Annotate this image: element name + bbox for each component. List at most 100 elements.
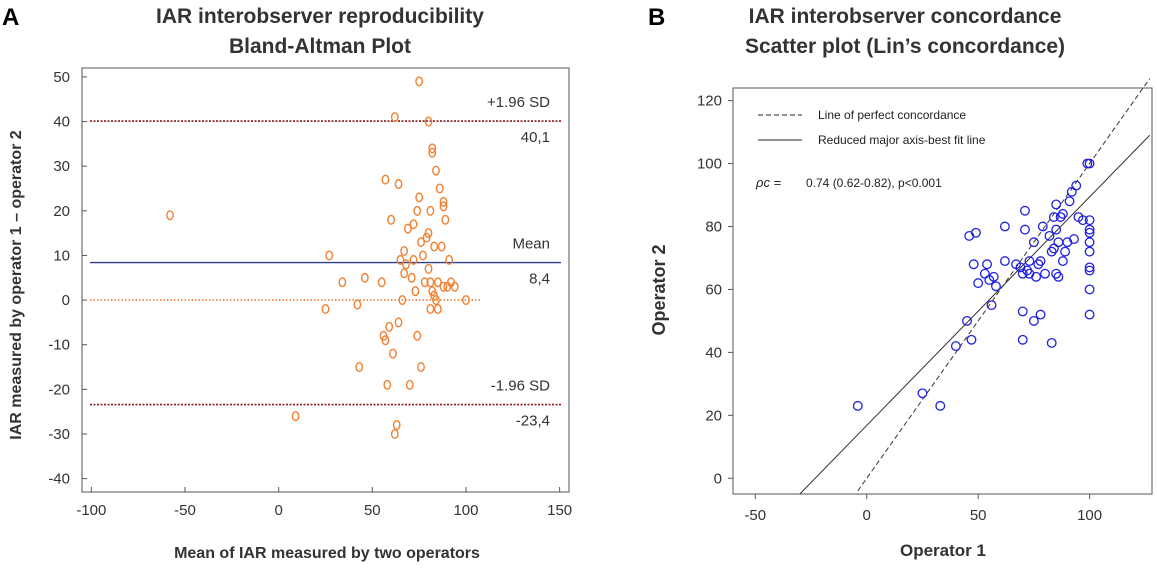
data-point <box>291 411 300 422</box>
y-tick-label: -40 <box>48 471 70 488</box>
data-point <box>433 277 442 288</box>
data-point <box>377 277 386 288</box>
data-point <box>1066 186 1077 197</box>
data-point <box>1053 271 1064 282</box>
data-point <box>396 254 405 265</box>
chart-b-subtitle: Scatter plot (Lin’s concordance) <box>744 35 1066 58</box>
x-tick-label: -50 <box>174 502 196 519</box>
data-point <box>1071 180 1082 191</box>
data-point <box>962 315 972 326</box>
data-point <box>979 268 990 279</box>
data-point <box>964 230 975 241</box>
data-point <box>1033 259 1044 270</box>
data-point <box>389 348 397 359</box>
data-point <box>450 281 459 292</box>
lower-loa-label: -1.96 SD <box>491 378 550 395</box>
y-tick-label: 50 <box>53 69 70 86</box>
y-tick-label: 10 <box>53 247 70 264</box>
data-point <box>381 174 390 185</box>
data-point <box>417 362 425 373</box>
data-point <box>1046 246 1057 257</box>
data-point <box>1084 284 1095 295</box>
data-point <box>400 245 409 256</box>
plot-b-frame <box>732 87 1153 495</box>
data-point <box>1031 271 1042 282</box>
data-point <box>1011 259 1021 270</box>
data-point <box>1073 212 1084 222</box>
data-point <box>439 281 448 292</box>
mean-label: Mean <box>512 236 550 253</box>
y-tick-label: 40 <box>53 114 70 131</box>
y-tick-label: 80 <box>705 218 722 235</box>
data-point <box>1048 243 1059 254</box>
x-tick-label: 100 <box>453 502 478 519</box>
data-point <box>1084 227 1095 238</box>
y-tick-label: 100 <box>697 156 722 173</box>
data-point <box>1046 337 1057 348</box>
data-point <box>392 420 401 431</box>
data-point <box>426 304 435 315</box>
chart-b-title: IAR interobserver concordance <box>748 5 1062 28</box>
x-tick-label: 100 <box>1077 507 1102 524</box>
data-point <box>1084 158 1095 169</box>
data-point <box>999 221 1010 232</box>
data-point <box>1024 256 1035 267</box>
data-point <box>321 304 330 315</box>
x-tick-label: -100 <box>76 502 106 519</box>
data-point <box>435 183 444 194</box>
data-point <box>1037 221 1048 232</box>
data-point <box>411 286 420 297</box>
data-point <box>439 196 448 207</box>
data-point <box>973 278 984 289</box>
data-point <box>917 388 928 399</box>
data-point <box>381 335 390 346</box>
data-point <box>1084 309 1095 320</box>
data-point <box>390 112 399 123</box>
data-point <box>1084 224 1095 235</box>
data-point <box>360 272 369 283</box>
data-point <box>1035 309 1046 320</box>
data-point <box>984 275 995 285</box>
panel-a-letter: A <box>2 4 20 31</box>
data-point <box>400 268 409 279</box>
stat-text: 0.74 (0.62-0.82), p<0.001 <box>806 176 942 190</box>
legend-item-perfect-concordance: Line of perfect concordance <box>818 108 966 122</box>
data-point <box>353 299 362 310</box>
data-point <box>415 192 424 203</box>
data-point <box>1028 237 1039 248</box>
chart-a-xlabel: Mean of IAR measured by two operators <box>174 545 480 562</box>
data-point <box>1053 237 1064 248</box>
data-point <box>426 205 435 216</box>
y-tick-label: 60 <box>705 281 722 298</box>
data-point <box>402 259 410 270</box>
data-point <box>417 237 425 248</box>
y-tick-label: 20 <box>705 407 722 424</box>
y-tick-label: 40 <box>705 344 722 361</box>
x-tick-label: 0 <box>275 502 283 519</box>
data-point <box>950 341 961 352</box>
data-point <box>852 400 863 411</box>
y-tick-label: -10 <box>48 337 70 354</box>
data-point <box>1051 268 1062 279</box>
y-tick-label: 30 <box>53 158 70 175</box>
data-point <box>415 76 424 87</box>
data-point <box>1060 246 1071 257</box>
data-point <box>418 250 427 261</box>
data-point <box>413 330 422 341</box>
data-point <box>1020 224 1030 235</box>
data-point <box>999 256 1010 267</box>
legend-item-rma-fit: Reduced major axis-best fit line <box>818 133 986 147</box>
data-point <box>439 201 448 212</box>
data-point <box>1015 262 1026 273</box>
data-point <box>1017 268 1028 279</box>
x-tick-label: 50 <box>970 507 987 524</box>
data-point <box>385 321 394 332</box>
data-point <box>407 272 416 283</box>
data-point <box>1062 237 1073 248</box>
data-point <box>1084 237 1095 248</box>
perfect-concordance-line <box>857 78 1151 492</box>
chart-a-ylabel: IAR measured by operator 1 – operator 2 <box>8 130 25 440</box>
data-point <box>1082 158 1093 169</box>
data-point <box>1051 224 1062 235</box>
